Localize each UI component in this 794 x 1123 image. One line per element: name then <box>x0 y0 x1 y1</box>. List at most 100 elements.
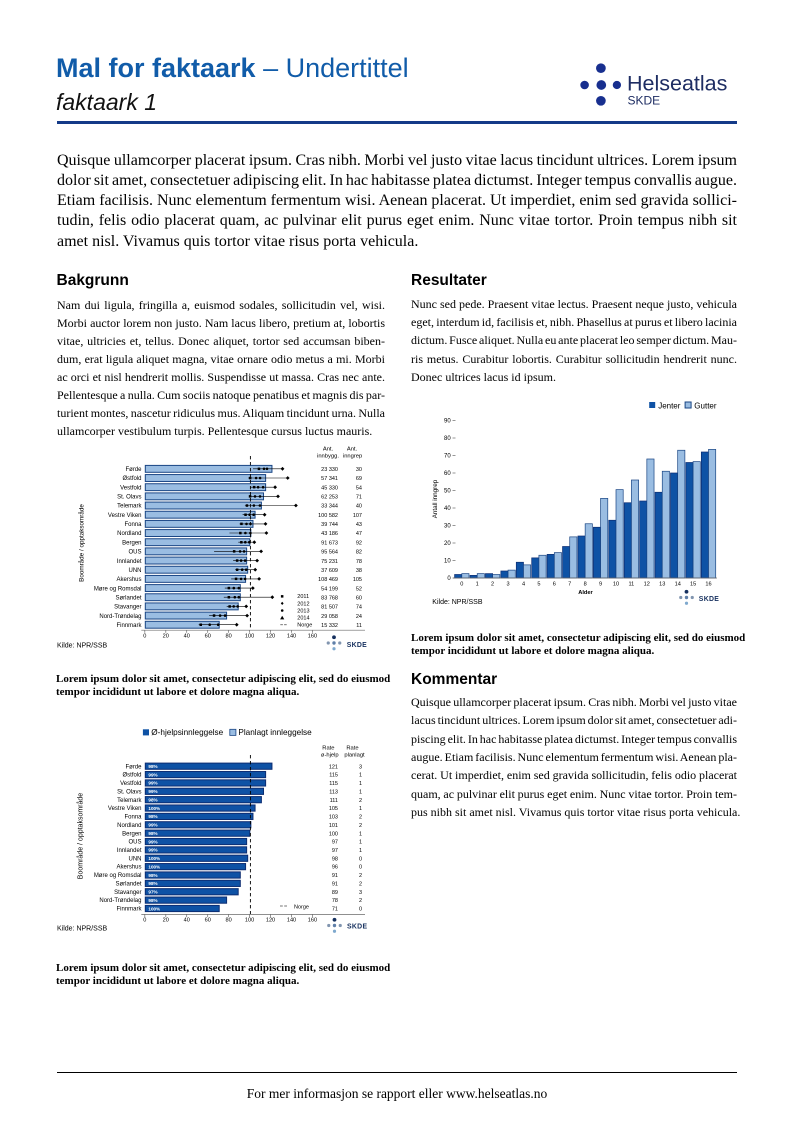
svg-text:95 564: 95 564 <box>321 550 338 556</box>
svg-text:20: 20 <box>163 918 169 924</box>
svg-text:Vestfold: Vestfold <box>120 781 141 787</box>
svg-text:Planlagt innleggelse: Planlagt innleggelse <box>238 728 312 737</box>
svg-text:Nordland: Nordland <box>117 823 141 829</box>
svg-text:91: 91 <box>332 873 338 879</box>
svg-text:2: 2 <box>359 898 362 904</box>
svg-text:99%: 99% <box>148 789 157 794</box>
svg-text:57 341: 57 341 <box>321 476 338 482</box>
svg-text:Ant.: Ant. <box>347 446 358 452</box>
svg-text:2: 2 <box>359 815 362 821</box>
svg-text:1: 1 <box>359 840 362 846</box>
svg-text:115: 115 <box>329 773 338 779</box>
svg-text:Norge: Norge <box>294 904 309 910</box>
svg-text:Innlandet: Innlandet <box>117 559 142 565</box>
svg-text:2: 2 <box>491 581 494 587</box>
svg-text:13: 13 <box>659 581 665 587</box>
svg-text:54 199: 54 199 <box>321 586 338 592</box>
svg-text:Akershus: Akershus <box>116 577 141 583</box>
svg-text:113: 113 <box>329 789 338 795</box>
svg-text:1: 1 <box>359 806 362 812</box>
svg-text:2011: 2011 <box>297 594 309 600</box>
svg-text:Førde: Førde <box>125 467 142 473</box>
svg-text:120: 120 <box>266 633 275 639</box>
svg-text:89: 89 <box>332 890 338 896</box>
svg-text:Norge: Norge <box>297 623 312 629</box>
svg-text:0: 0 <box>143 633 146 639</box>
svg-text:82: 82 <box>356 550 362 556</box>
svg-text:97: 97 <box>332 848 338 854</box>
svg-text:11: 11 <box>628 581 634 587</box>
svg-text:100%: 100% <box>148 806 160 811</box>
svg-text:UNN: UNN <box>129 568 142 574</box>
svg-text:0: 0 <box>143 918 146 924</box>
svg-text:Finnmark: Finnmark <box>116 623 142 629</box>
svg-text:78: 78 <box>332 898 338 904</box>
svg-text:3: 3 <box>359 764 362 770</box>
svg-text:71: 71 <box>332 907 338 913</box>
svg-text:74: 74 <box>356 605 362 611</box>
svg-text:Ant.: Ant. <box>323 446 334 452</box>
svg-text:Fonna: Fonna <box>124 815 142 821</box>
svg-text:Bergen: Bergen <box>122 540 141 546</box>
svg-text:99%: 99% <box>148 839 157 844</box>
svg-text:71: 71 <box>356 495 362 501</box>
svg-text:1: 1 <box>359 781 362 787</box>
svg-text:Jenter: Jenter <box>658 402 681 411</box>
svg-text:98%: 98% <box>148 831 157 836</box>
svg-text:planlagt: planlagt <box>344 752 365 758</box>
svg-text:40: 40 <box>356 504 362 510</box>
svg-text:11: 11 <box>356 623 362 629</box>
svg-text:Telemark: Telemark <box>117 798 142 804</box>
svg-text:75 231: 75 231 <box>321 559 338 565</box>
svg-text:47: 47 <box>356 531 362 537</box>
svg-text:SKDE: SKDE <box>628 94 661 108</box>
svg-text:107: 107 <box>353 513 362 519</box>
svg-text:108 469: 108 469 <box>318 577 338 583</box>
svg-text:Nord-Trøndelag: Nord-Trøndelag <box>99 898 141 904</box>
svg-text:1: 1 <box>359 831 362 837</box>
svg-text:2012: 2012 <box>297 601 309 607</box>
svg-text:Telemark: Telemark <box>117 504 142 510</box>
svg-text:Boområde / opptaksområde: Boområde / opptaksområde <box>77 504 85 582</box>
svg-text:52: 52 <box>356 586 362 592</box>
svg-text:Stavanger: Stavanger <box>114 605 141 611</box>
svg-text:Kilde: NPR/SSB: Kilde: NPR/SSB <box>432 599 483 606</box>
svg-text:96: 96 <box>332 865 338 871</box>
svg-text:Sørlandet: Sørlandet <box>115 881 141 887</box>
svg-text:80: 80 <box>225 918 231 924</box>
svg-text:43 186: 43 186 <box>321 531 338 537</box>
svg-text:Vestre Viken: Vestre Viken <box>108 513 142 519</box>
svg-text:98%: 98% <box>148 898 157 903</box>
svg-text:12: 12 <box>644 581 650 587</box>
svg-text:98%: 98% <box>148 881 157 886</box>
svg-text:98%: 98% <box>148 797 157 802</box>
svg-text:23 330: 23 330 <box>321 467 338 473</box>
svg-text:Møre og Romsdal: Møre og Romsdal <box>94 586 142 592</box>
svg-text:0: 0 <box>359 865 362 871</box>
svg-text:Kilde: NPR/SSB: Kilde: NPR/SSB <box>57 642 108 649</box>
svg-text:15 332: 15 332 <box>321 623 338 629</box>
svg-text:60: 60 <box>205 633 211 639</box>
svg-text:62 253: 62 253 <box>321 495 338 501</box>
svg-text:7: 7 <box>568 581 571 587</box>
svg-text:Nordland: Nordland <box>117 531 141 537</box>
svg-text:SKDE: SKDE <box>347 642 367 649</box>
svg-text:2: 2 <box>359 823 362 829</box>
svg-text:103: 103 <box>329 815 338 821</box>
svg-text:29 058: 29 058 <box>321 614 338 620</box>
svg-text:60: 60 <box>205 918 211 924</box>
svg-text:16: 16 <box>705 581 711 587</box>
svg-text:99%: 99% <box>148 781 157 786</box>
svg-text:80: 80 <box>225 633 231 639</box>
svg-text:15: 15 <box>690 581 696 587</box>
svg-text:1: 1 <box>359 773 362 779</box>
svg-text:inngrep: inngrep <box>343 454 362 460</box>
svg-text:0: 0 <box>447 576 451 582</box>
svg-text:Nord-Trøndelag: Nord-Trøndelag <box>99 614 141 620</box>
svg-text:14: 14 <box>675 581 681 587</box>
svg-text:160: 160 <box>308 633 317 639</box>
svg-text:OUS: OUS <box>128 840 141 846</box>
svg-text:0: 0 <box>460 581 463 587</box>
svg-text:20: 20 <box>444 541 451 547</box>
svg-text:99%: 99% <box>148 772 157 777</box>
